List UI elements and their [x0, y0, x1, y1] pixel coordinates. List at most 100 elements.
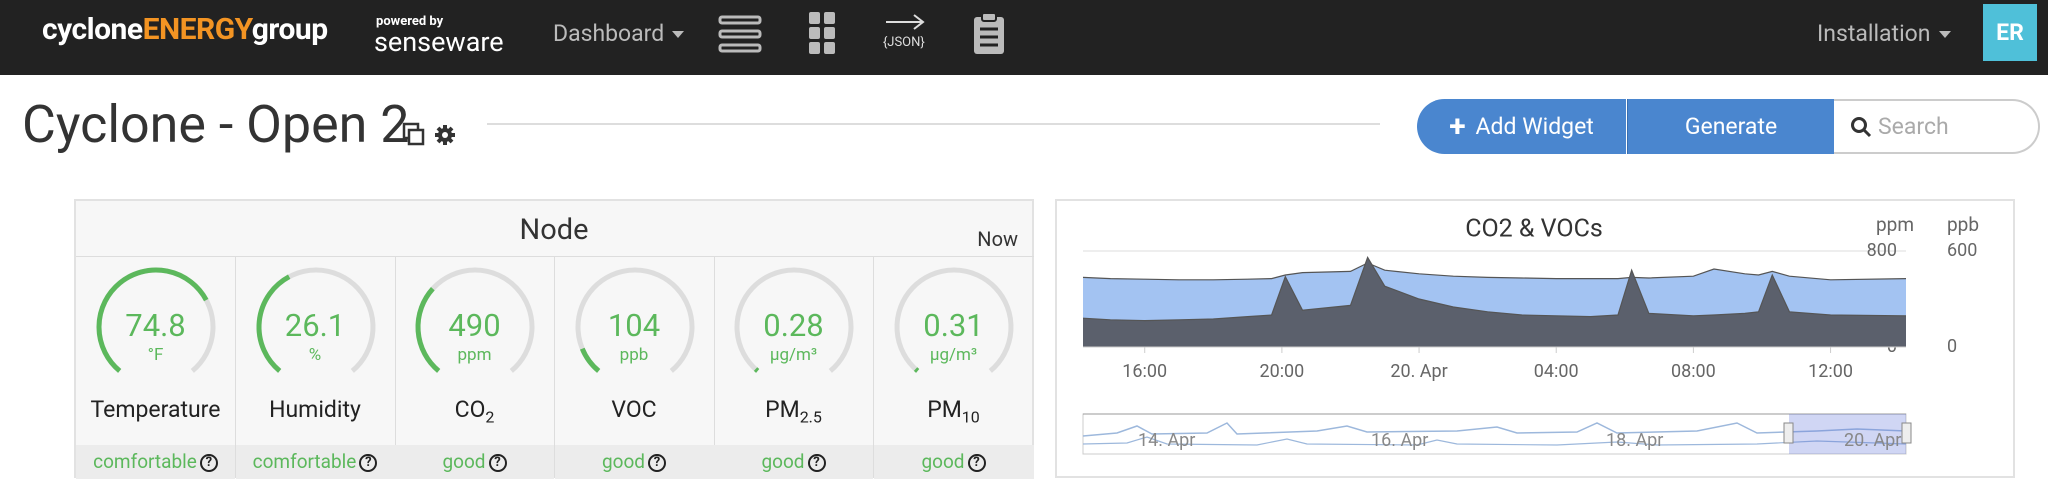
- gauge-label-sub: 2: [485, 407, 495, 427]
- divider: [487, 123, 1380, 125]
- gauge-label-box: PM2.5: [714, 396, 873, 427]
- gauge-label-box: VOC: [555, 396, 714, 423]
- gauge-label-box: PM10: [874, 396, 1034, 427]
- gauge-label: CO: [454, 396, 486, 423]
- installation-menu[interactable]: Installation: [1817, 20, 1951, 47]
- help-icon[interactable]: ?: [359, 453, 378, 472]
- button-label: Add Widget: [1475, 113, 1594, 140]
- y2-tick-label: 0: [1947, 336, 1957, 357]
- navigator-line: [1082, 436, 1907, 446]
- x-tick-label: 12:00: [1808, 361, 1853, 382]
- chart: CO2 & VOCs ppm ppb 0800060016:0020:0020.…: [1082, 213, 1979, 455]
- gauge-value: 490: [448, 307, 501, 344]
- dashboard-menu[interactable]: Dashboard: [553, 20, 685, 47]
- json-arrow-icon[interactable]: [884, 12, 928, 34]
- gauge-status-row: good?: [554, 445, 714, 479]
- gauge-label: VOC: [611, 396, 657, 423]
- gauge: [96, 267, 216, 373]
- gauge-value: 0.28: [763, 307, 824, 344]
- logo-text: cyclone: [42, 12, 143, 47]
- brand: senseware: [374, 26, 504, 58]
- gauge-status-row: good?: [714, 445, 873, 479]
- gauge-cell: 490 ppm CO2 good?: [395, 256, 555, 479]
- gauge: [415, 267, 535, 373]
- gauge-value: 74.8: [125, 307, 186, 344]
- area-line: [1082, 262, 1907, 281]
- y-tick-label: 800: [1867, 240, 1897, 261]
- list-icon[interactable]: [718, 14, 762, 54]
- help-icon[interactable]: ?: [648, 453, 667, 472]
- menu-label: Dashboard: [553, 20, 665, 47]
- widget-time: Now: [977, 227, 1018, 251]
- gauge-label-box: Humidity: [236, 396, 395, 423]
- gauge-status: good: [761, 450, 805, 473]
- chart-title: CO2 & VOCs: [1465, 215, 1603, 244]
- gauge-status-row: comfortable?: [76, 445, 235, 479]
- navigator: 14. Apr 16. Apr 18. Apr 20. Apr: [1082, 413, 1912, 455]
- gauge: [256, 267, 375, 373]
- gauge-label: PM: [927, 396, 962, 423]
- gauge-status: good: [601, 450, 646, 473]
- logo-text: group: [251, 12, 328, 47]
- generate-button[interactable]: Generate: [1627, 99, 1834, 154]
- json-link[interactable]: {JSON}: [883, 35, 925, 50]
- search-placeholder: Search: [1878, 113, 1949, 140]
- area: [1083, 257, 1906, 347]
- navigator-handle[interactable]: [1783, 422, 1794, 444]
- gauge-fill: [256, 274, 290, 373]
- gauge-value: 26.1: [284, 307, 346, 344]
- help-icon[interactable]: ?: [488, 453, 507, 472]
- search-box[interactable]: Search: [1834, 99, 2040, 154]
- title-icons: [402, 122, 455, 146]
- gauge: [894, 267, 1013, 373]
- gauge-fill: [96, 267, 209, 373]
- navigator-label: 14. Apr: [1138, 430, 1195, 451]
- help-icon[interactable]: ?: [199, 453, 218, 472]
- logo[interactable]: cycloneENERGYgroup: [42, 12, 328, 47]
- gauge-unit: ppm: [457, 345, 492, 365]
- help-icon[interactable]: ?: [807, 453, 826, 472]
- help-icon[interactable]: ?: [967, 453, 986, 472]
- gauge-status-row: good?: [873, 445, 1034, 479]
- gauge-unit: µg/m³: [929, 345, 978, 365]
- gauge-cell: 0.28 µg/m³ PM2.5 good?: [714, 256, 874, 479]
- avatar[interactable]: ER: [1983, 4, 2037, 61]
- navigator-label: 18. Apr: [1606, 430, 1663, 451]
- gauge-fill: [415, 286, 441, 373]
- gauge-cell: 74.8 °F Temperature comfortable?: [76, 256, 236, 479]
- gauge-status: good: [921, 450, 965, 473]
- navigator-label: 16. Apr: [1371, 430, 1428, 451]
- gauge-unit: °F: [147, 345, 164, 365]
- gauge-unit: µg/m³: [769, 345, 818, 365]
- gauge-track: [575, 267, 694, 373]
- navigator-selection[interactable]: [1789, 414, 1906, 454]
- gauge-fill: [913, 367, 919, 373]
- gauge-label-sub: 2.5: [799, 407, 822, 427]
- gauge-value: 0.31: [923, 307, 984, 344]
- gauge-status: good: [442, 450, 486, 473]
- gauge-label: PM: [765, 396, 800, 423]
- x-tick-label: 20:00: [1259, 361, 1304, 382]
- gauge-track: [894, 267, 1013, 373]
- add-widget-button[interactable]: + Add Widget: [1417, 99, 1626, 154]
- navigator-handle[interactable]: [1901, 422, 1912, 444]
- x-tick-label: 16:00: [1122, 361, 1167, 382]
- search-icon: [1851, 116, 1872, 137]
- gauge-cell: 0.31 µg/m³ PM10 good?: [873, 256, 1034, 479]
- x-tick-label: 08:00: [1671, 361, 1716, 382]
- gauge-cell: 104 ppb VOC good?: [554, 256, 715, 479]
- clipboard-icon[interactable]: [972, 11, 1006, 55]
- page-title: Cyclone - Open 2: [22, 94, 410, 155]
- area-line: [1082, 255, 1907, 322]
- widget-title: Node: [519, 213, 589, 247]
- gauge-status-row: comfortable?: [235, 445, 395, 479]
- gauge-label-box: Temperature: [76, 396, 235, 423]
- menu-label: Installation: [1817, 20, 1931, 47]
- gauge: [575, 267, 694, 373]
- gauge-label: Temperature: [90, 396, 221, 423]
- gauge-status-row: good?: [395, 445, 554, 479]
- navigator-frame: [1082, 413, 1907, 455]
- gauge-fill: [579, 347, 600, 373]
- grid-icon[interactable]: [808, 11, 838, 55]
